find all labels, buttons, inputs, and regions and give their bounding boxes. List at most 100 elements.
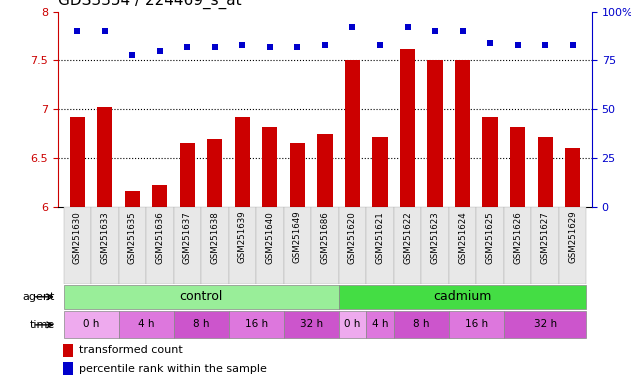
Bar (345, 60, 360, 207)
Bar (372, 137, 387, 207)
Point (457, 28, 468, 34)
FancyBboxPatch shape (476, 207, 504, 284)
FancyBboxPatch shape (449, 311, 504, 338)
Text: percentile rank within the sample: percentile rank within the sample (80, 364, 268, 374)
Bar (565, 148, 580, 207)
Point (512, 42, 522, 48)
FancyBboxPatch shape (339, 207, 366, 284)
Text: 8 h: 8 h (193, 319, 209, 329)
Point (430, 28, 440, 34)
Text: GSM251626: GSM251626 (513, 211, 522, 263)
FancyBboxPatch shape (201, 207, 228, 284)
Text: GSM251633: GSM251633 (100, 211, 109, 263)
Text: 0 h: 0 h (83, 319, 99, 329)
Text: GSM251625: GSM251625 (486, 211, 495, 263)
FancyBboxPatch shape (146, 207, 174, 284)
Text: GSM251621: GSM251621 (375, 211, 384, 263)
Bar (97, 107, 112, 207)
FancyBboxPatch shape (64, 311, 119, 338)
Bar (290, 144, 305, 207)
FancyBboxPatch shape (64, 285, 339, 309)
Text: 32 h: 32 h (300, 319, 323, 329)
FancyBboxPatch shape (394, 311, 449, 338)
Text: time: time (30, 320, 55, 330)
Text: cadmium: cadmium (433, 290, 492, 303)
Bar (63, 344, 73, 357)
FancyBboxPatch shape (64, 207, 91, 284)
Text: GSM251649: GSM251649 (293, 211, 302, 263)
Bar (317, 134, 333, 207)
FancyBboxPatch shape (119, 311, 174, 338)
FancyBboxPatch shape (284, 311, 339, 338)
Text: GSM251629: GSM251629 (568, 211, 577, 263)
Text: GSM251640: GSM251640 (266, 211, 274, 263)
Bar (427, 60, 442, 207)
Point (485, 40, 495, 46)
Text: GSM251635: GSM251635 (128, 211, 137, 263)
Bar (235, 117, 250, 207)
Point (348, 24, 358, 30)
Point (375, 42, 385, 48)
FancyBboxPatch shape (504, 311, 586, 338)
Point (292, 44, 302, 50)
FancyBboxPatch shape (174, 311, 228, 338)
Text: GSM251637: GSM251637 (183, 211, 192, 263)
FancyBboxPatch shape (174, 207, 201, 284)
Point (182, 44, 192, 50)
Bar (538, 137, 553, 207)
Text: GDS3354 / 224469_s_at: GDS3354 / 224469_s_at (58, 0, 242, 9)
Bar (208, 139, 223, 207)
Text: 8 h: 8 h (413, 319, 430, 329)
Text: GSM251630: GSM251630 (73, 211, 82, 263)
FancyBboxPatch shape (256, 207, 284, 284)
Text: GSM251636: GSM251636 (155, 211, 164, 263)
FancyBboxPatch shape (366, 311, 394, 338)
Bar (455, 60, 470, 207)
Text: 16 h: 16 h (465, 319, 488, 329)
Bar (63, 362, 73, 375)
Point (403, 24, 413, 30)
Text: GSM251624: GSM251624 (458, 211, 467, 263)
FancyBboxPatch shape (339, 311, 366, 338)
FancyBboxPatch shape (91, 207, 119, 284)
FancyBboxPatch shape (228, 207, 256, 284)
Point (237, 42, 247, 48)
Text: 4 h: 4 h (372, 319, 388, 329)
Text: GSM251638: GSM251638 (210, 211, 220, 263)
Text: GSM251620: GSM251620 (348, 211, 357, 263)
Text: GSM251627: GSM251627 (541, 211, 550, 263)
FancyBboxPatch shape (311, 207, 339, 284)
FancyBboxPatch shape (394, 207, 422, 284)
Point (265, 44, 275, 50)
Text: 0 h: 0 h (345, 319, 361, 329)
Point (567, 42, 577, 48)
Text: GSM251639: GSM251639 (238, 211, 247, 263)
Bar (70, 117, 85, 207)
FancyBboxPatch shape (228, 311, 284, 338)
Text: GSM251623: GSM251623 (430, 211, 440, 263)
Point (320, 42, 330, 48)
Bar (400, 49, 415, 207)
FancyBboxPatch shape (531, 207, 559, 284)
Text: control: control (179, 290, 223, 303)
Bar (262, 127, 278, 207)
FancyBboxPatch shape (284, 207, 311, 284)
Bar (510, 127, 525, 207)
Text: 4 h: 4 h (138, 319, 155, 329)
FancyBboxPatch shape (559, 207, 586, 284)
Point (540, 42, 550, 48)
Text: 32 h: 32 h (534, 319, 557, 329)
Text: transformed count: transformed count (80, 345, 183, 355)
Text: GSM251686: GSM251686 (321, 211, 329, 263)
FancyBboxPatch shape (119, 207, 146, 284)
Point (127, 51, 138, 58)
Text: 16 h: 16 h (245, 319, 268, 329)
Point (210, 44, 220, 50)
Bar (125, 191, 140, 207)
Point (73, 28, 83, 34)
Bar (483, 117, 498, 207)
FancyBboxPatch shape (504, 207, 531, 284)
Text: GSM251622: GSM251622 (403, 211, 412, 263)
FancyBboxPatch shape (449, 207, 476, 284)
Point (155, 48, 165, 54)
